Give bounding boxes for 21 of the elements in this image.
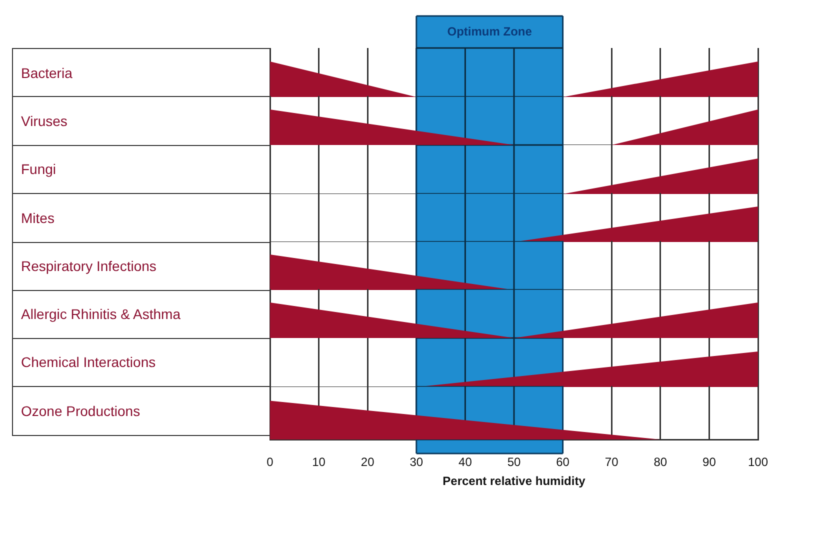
y-axis-title: Ozone Productions [12,386,270,436]
x-tick-label: 20 [360,454,375,469]
band-label: Optimum Zone [447,24,532,38]
x-tick-label: 0 [266,454,274,469]
y-axis-title: Viruses [12,97,270,146]
x-tick-label: 10 [312,454,326,469]
x-tick-label: 40 [458,454,472,469]
x-tick-label: 30 [410,454,424,469]
y-axis-title: Chemical Interactions [12,338,270,388]
y-axis-title: Bacteria [12,48,270,97]
x-axis-title: Percent relative humidity [442,474,586,488]
x-tick-label: 50 [507,454,521,469]
y-axis-title: Fungi [12,145,270,194]
y-axis-title: Allergic Rhinitis & Asthma [12,290,270,339]
x-tick-label: 100 [748,454,768,469]
y-axis-title: Mites [12,194,270,242]
y-axis-title: Respiratory Infections [12,242,270,291]
x-tick-label: 90 [702,454,716,469]
x-tick-label: 70 [604,454,619,469]
x-tick-label: 60 [556,454,570,469]
x-tick-label: 80 [654,454,668,469]
